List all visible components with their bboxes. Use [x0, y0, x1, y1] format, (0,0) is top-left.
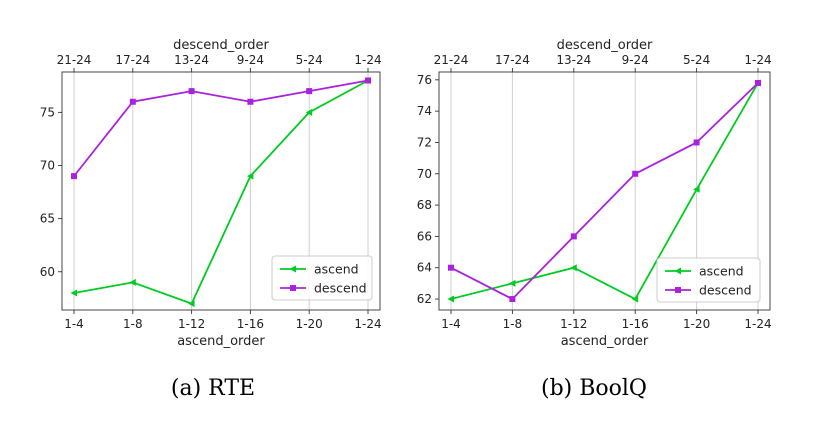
plot-frame — [438, 71, 771, 311]
x2-tick-label: 17-24 — [115, 53, 150, 67]
data-point-ascend — [447, 295, 454, 303]
legend-marker-descend — [675, 287, 681, 293]
legend-label-descend: descend — [314, 281, 367, 296]
data-point-ascend — [508, 279, 516, 287]
plot-frame — [61, 71, 381, 311]
chart-panel-0: 1-4 1-8 1-12 1-16 1-20 1-24 21-24 17-24 13-24 9-2… — [40, 38, 382, 401]
x-tick-label: 1-24 — [354, 317, 381, 331]
x2-tick-label: 1-24 — [354, 53, 381, 67]
legend-label-descend: descend — [699, 283, 752, 298]
x2-tick-label: 5-24 — [296, 53, 323, 67]
data-point-ascend — [129, 278, 136, 286]
figure-caption: (a) RTE — [171, 376, 255, 401]
series-line-descend — [73, 79, 369, 177]
x-axis-label: ascend_order — [561, 334, 649, 349]
data-point-ascend — [246, 172, 254, 180]
x-tick-label: 1-12 — [560, 317, 587, 331]
y-tick-label: 66 — [417, 229, 432, 243]
x-tick-label: 1-16 — [237, 317, 264, 331]
data-point-descend — [632, 170, 639, 177]
y-tick-label: 64 — [417, 261, 432, 275]
data-point-ascend — [70, 289, 77, 297]
y-tick-label: 70 — [417, 167, 432, 181]
x2-tick-label: 5-24 — [683, 53, 710, 67]
data-point-descend — [693, 139, 700, 146]
x2-tick-label: 17-24 — [495, 53, 530, 67]
data-point-ascend — [570, 264, 577, 272]
x-axis-label: ascend_order — [177, 334, 265, 349]
x-tick-label: 1-20 — [296, 317, 323, 331]
legend: ascend descend — [271, 255, 373, 301]
x-tick-label: 1-16 — [622, 317, 649, 331]
series-line-ascend — [73, 79, 369, 305]
x-tick-label: 1-8 — [503, 317, 523, 331]
x-tick-label: 1-20 — [683, 317, 710, 331]
data-point-descend — [365, 77, 371, 84]
x2-tick-label: 21-24 — [434, 53, 469, 67]
x2-axis-label: descend_order — [173, 38, 269, 53]
data-point-ascend — [631, 295, 639, 303]
y-tick-label: 74 — [417, 104, 432, 118]
data-point-descend — [129, 98, 136, 105]
data-point-ascend — [305, 108, 313, 116]
x-tick-label: 1-4 — [64, 317, 84, 331]
legend-label-ascend: ascend — [699, 264, 744, 279]
y-tick-label: 72 — [417, 135, 432, 149]
x-tick-label: 1-24 — [744, 317, 771, 331]
data-point-descend — [71, 173, 77, 180]
y-tick-label: 60 — [40, 265, 55, 279]
legend-box — [271, 255, 373, 301]
x-tick-label: 1-8 — [123, 317, 143, 331]
x2-tick-label: 9-24 — [237, 53, 264, 67]
data-point-ascend — [693, 185, 700, 193]
x2-axis-label: descend_order — [557, 38, 653, 53]
data-point-ascend — [188, 300, 195, 308]
legend-label-ascend: ascend — [314, 262, 359, 277]
series-line-descend — [450, 82, 759, 301]
x-tick-label: 1-4 — [441, 317, 461, 331]
y-tick-label: 76 — [417, 73, 432, 87]
x2-tick-label: 13-24 — [174, 53, 209, 67]
x2-tick-label: 1-24 — [744, 53, 771, 67]
x2-tick-label: 13-24 — [556, 53, 591, 67]
y-tick-label: 68 — [417, 198, 432, 212]
x-tick-label: 1-12 — [178, 317, 205, 331]
data-point-descend — [306, 88, 313, 95]
legend-marker-ascend — [289, 265, 296, 273]
data-point-descend — [509, 296, 516, 303]
y-tick-label: 65 — [40, 212, 55, 226]
y-tick-label: 70 — [40, 159, 55, 173]
legend-box — [656, 257, 761, 303]
x2-tick-label: 21-24 — [57, 53, 92, 67]
x2-tick-label: 9-24 — [622, 53, 649, 67]
y-tick-label: 62 — [417, 292, 432, 306]
chart-panel-1: 1-4 1-8 1-12 1-16 1-20 1-24 21-24 17-24 13-24 9-2… — [417, 38, 772, 401]
figure-caption: (b) BoolQ — [541, 376, 647, 401]
data-point-descend — [570, 233, 577, 240]
legend-marker-descend — [290, 285, 296, 291]
series-line-ascend — [450, 82, 759, 301]
data-point-descend — [247, 98, 254, 105]
y-tick-label: 75 — [40, 105, 55, 119]
legend: ascend descend — [656, 257, 761, 303]
data-point-descend — [188, 88, 195, 95]
legend-marker-ascend — [674, 267, 681, 275]
data-point-descend — [755, 79, 761, 86]
data-point-descend — [448, 264, 454, 271]
